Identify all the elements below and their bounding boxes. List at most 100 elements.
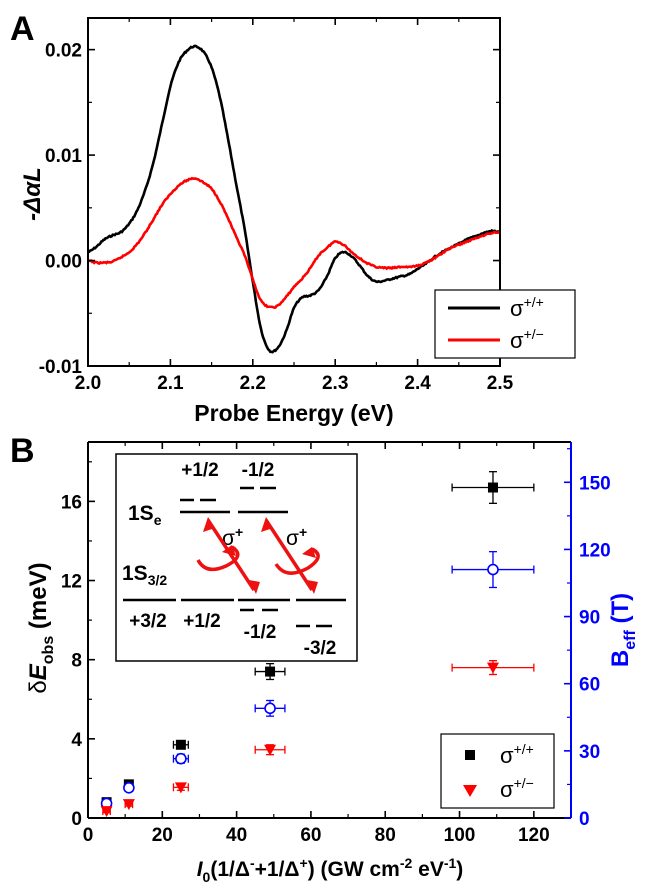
x-tick-label: 2.0 <box>75 373 101 394</box>
inset-arrow-line-2 <box>264 519 314 591</box>
panel-b-plot: 0 20 40 60 80 100 120 0 4 8 12 16 0 30 60 90 120 150 <box>61 441 611 846</box>
y-tick-label: 0.01 <box>45 146 82 167</box>
x-tick-label: 80 <box>375 825 396 846</box>
inset-sigma-2-sup: + <box>299 524 307 540</box>
xlabel-supexp1: -2 <box>400 855 413 871</box>
panel-a-legend-box <box>434 289 576 359</box>
x-tick-label: 2.5 <box>487 373 514 394</box>
panel-b-ylabel: δEobs (meV) <box>25 562 57 693</box>
y-tick-label: 12 <box>61 572 82 593</box>
legend-pm-base: σ <box>510 328 524 353</box>
y2label-sub: eff <box>622 630 639 650</box>
legend-marker-square <box>465 750 475 760</box>
data-point-square <box>254 662 286 681</box>
x-tick-label: 2.1 <box>157 373 184 394</box>
xlabel-supplus: + <box>300 855 308 871</box>
panel-b-legend-box <box>440 733 555 809</box>
legend-pp-sup: +/+ <box>524 294 544 310</box>
inset-arrowhead <box>302 547 316 558</box>
inset-arrow-curl-1 <box>196 545 240 572</box>
inset-label-top-minus12: -1/2 <box>242 460 275 481</box>
inset-1S32-label: 1S3/2 <box>122 562 167 588</box>
data-point-square <box>172 739 189 750</box>
y2-tick-label: 120 <box>579 540 611 561</box>
marker-open-circle <box>264 702 276 715</box>
y2-tick-label: 30 <box>579 742 600 763</box>
inset-label-bottom-p12: +1/2 <box>183 611 221 632</box>
xlabel-rest1: (1/Δ <box>210 858 250 881</box>
inset-1S32-sub: 3/2 <box>148 572 168 588</box>
inset-arrowhead <box>203 517 215 532</box>
xlabel-rest2: +1/Δ <box>255 858 300 881</box>
panel-b-y2label: Beff (T) <box>607 593 639 667</box>
inset-arrowheads <box>203 517 318 594</box>
inset-arrowhead <box>249 580 260 594</box>
data-point-square <box>451 471 535 504</box>
xlabel-rest3: ) (GW cm <box>308 858 400 881</box>
y-tick-label: 0.02 <box>45 41 82 62</box>
marker-triangle-down <box>122 799 135 811</box>
inset-arrowhead <box>307 580 318 594</box>
y-tick-label: 0 <box>71 809 82 830</box>
panel-a-ylabel: -ΔαL <box>19 167 46 221</box>
x-tick-label: 120 <box>518 825 550 846</box>
marker-open-circle <box>123 781 135 794</box>
marker-triangle-down <box>100 806 113 818</box>
data-point-triangle-down <box>122 799 135 811</box>
x-tick-label: 40 <box>226 825 247 846</box>
panel-b-ticks: 0 20 40 60 80 100 120 0 4 8 12 16 0 30 60 90 120 150 <box>61 442 611 846</box>
inset-1Se-main: 1S <box>128 502 154 525</box>
xlabel-supminus: - <box>250 855 255 871</box>
inset-label-bottom-m12: -1/2 <box>244 622 277 643</box>
data-point-open-circle <box>123 781 135 794</box>
x-tick-label: 2.4 <box>404 373 431 394</box>
ylabel-delta: δ <box>25 680 52 693</box>
y-tick-label: -0.01 <box>39 357 83 378</box>
panel-a-letter: A <box>10 10 35 48</box>
y2-tick-label: 150 <box>579 473 611 494</box>
panel-b-points <box>100 471 535 818</box>
y-tick-label: 16 <box>61 492 82 513</box>
panel-a-plot: 2.0 2.1 2.2 2.3 2.4 2.5 -0.01 0.00 0.01 0.02 <box>39 17 514 394</box>
x-tick-label: 60 <box>300 825 321 846</box>
xlabel-supexp2: -1 <box>444 855 457 871</box>
inset-label-top-plus12: +1/2 <box>181 460 219 481</box>
panel-a-xlabel: Probe Energy (eV) <box>194 400 393 426</box>
x-tick-label: 20 <box>152 825 173 846</box>
panel-a-curves <box>88 44 500 354</box>
xlabel-rest5: ) <box>456 858 463 881</box>
ylabel-unit: (meV) <box>25 562 52 635</box>
series-line-pm <box>88 176 500 309</box>
y2-tick-label: 0 <box>579 809 590 830</box>
x-tick-label: 2.3 <box>322 373 348 394</box>
inset-label-bottom-m32: -3/2 <box>304 638 337 659</box>
y2label-unit: (T) <box>607 593 634 630</box>
y2-tick-label: 60 <box>579 675 600 696</box>
legend-b-label-pp: σ+/+ <box>500 741 534 768</box>
legend-b-pm-base: σ <box>500 777 514 802</box>
xlabel-rest4: eV <box>412 858 444 881</box>
panel-a-ticks: 2.0 2.1 2.2 2.3 2.4 2.5 -0.01 0.00 0.01 0.02 <box>39 18 514 394</box>
legend-label-pp: σ+/+ <box>510 294 544 321</box>
inset-1S32-main: 1S <box>122 562 148 585</box>
marker-triangle-down <box>174 782 187 794</box>
data-point-triangle-down <box>254 744 286 756</box>
marker-square <box>487 482 498 493</box>
inset-arrow-line-1 <box>206 519 256 591</box>
data-point-triangle-down <box>451 660 535 676</box>
legend-b-pp-base: σ <box>500 743 514 768</box>
x-tick-label: 0 <box>83 825 94 846</box>
legend-b-pp-sup: +/+ <box>514 741 534 757</box>
marker-triangle-down <box>486 662 499 674</box>
marker-square <box>265 666 276 677</box>
inset-1Se-sub: e <box>154 512 162 528</box>
inset-label-bottom-p32: +3/2 <box>129 611 167 632</box>
marker-triangle-down <box>264 744 277 756</box>
inset-diagram: +1/2 -1/2 1Se σ+ σ+ 1S3/2 +3/2 +1/2 -1/2… <box>115 453 358 662</box>
legend-pm-sup: +/− <box>524 326 544 342</box>
inset-sigma-2: σ+ <box>286 524 307 550</box>
panel-b-legend: σ+/+ σ+/− <box>440 733 555 809</box>
marker-open-circle <box>175 752 187 765</box>
legend-label-pm: σ+/− <box>510 326 544 353</box>
